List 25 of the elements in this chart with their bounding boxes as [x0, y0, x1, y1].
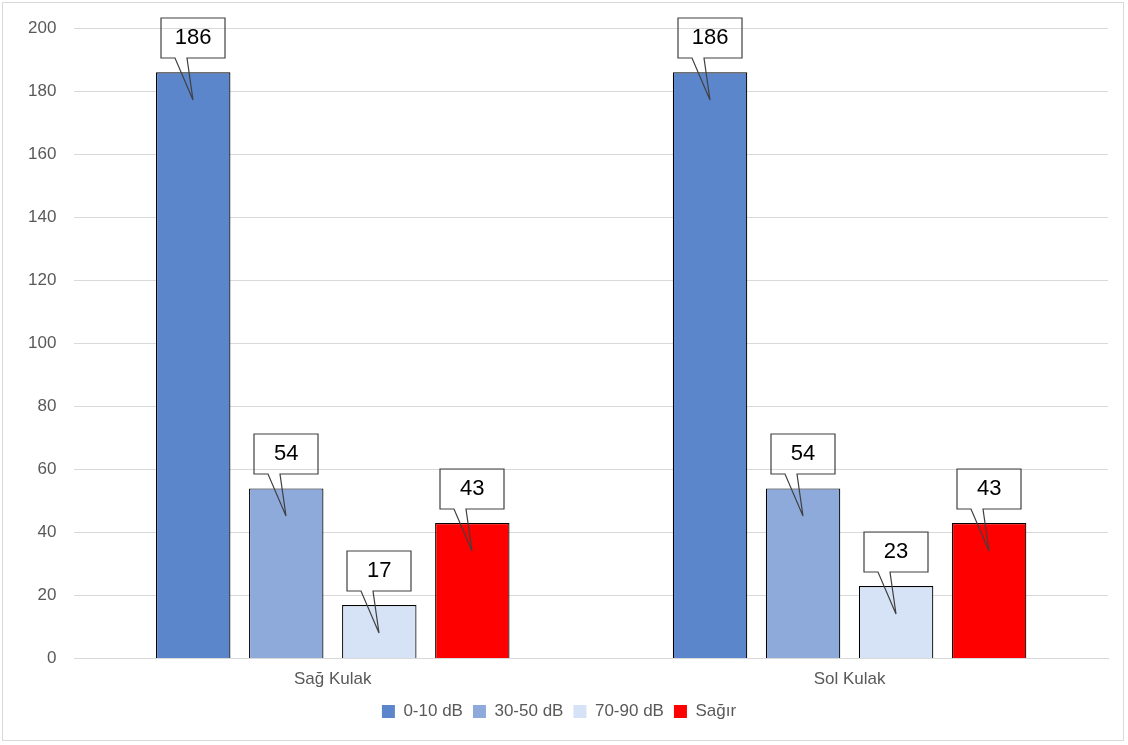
x-tick-label: Sağ Kulak [294, 669, 373, 689]
y-tick-label: 180 [27, 80, 57, 100]
y-tick-label: 60 [37, 459, 57, 479]
y-tick-label: 140 [27, 207, 57, 227]
data-label: 186 [174, 24, 212, 50]
data-label: 43 [460, 475, 485, 501]
data-label: 17 [367, 557, 392, 583]
y-tick-label: 80 [37, 396, 57, 416]
x-tick-label: Sol Kulak [813, 669, 886, 689]
data-label: 54 [790, 440, 816, 466]
legend-label: 0-10 dB [403, 701, 463, 721]
y-tick-label: 200 [27, 17, 57, 37]
legend-label: Sağır [695, 701, 737, 721]
legend-label: 70-90 dB [594, 701, 664, 721]
data-label: 43 [976, 475, 1002, 501]
data-label: 54 [274, 440, 299, 466]
y-tick-label: 0 [46, 648, 57, 668]
y-tick-label: 40 [37, 522, 57, 542]
y-tick-label: 20 [37, 585, 57, 605]
y-tick-label: 120 [27, 270, 57, 290]
legend-label: 30-50 dB [494, 701, 564, 721]
y-tick-label: 100 [27, 333, 57, 353]
data-label: 186 [691, 24, 729, 50]
y-tick-label: 160 [27, 143, 57, 163]
data-label: 23 [883, 538, 909, 564]
